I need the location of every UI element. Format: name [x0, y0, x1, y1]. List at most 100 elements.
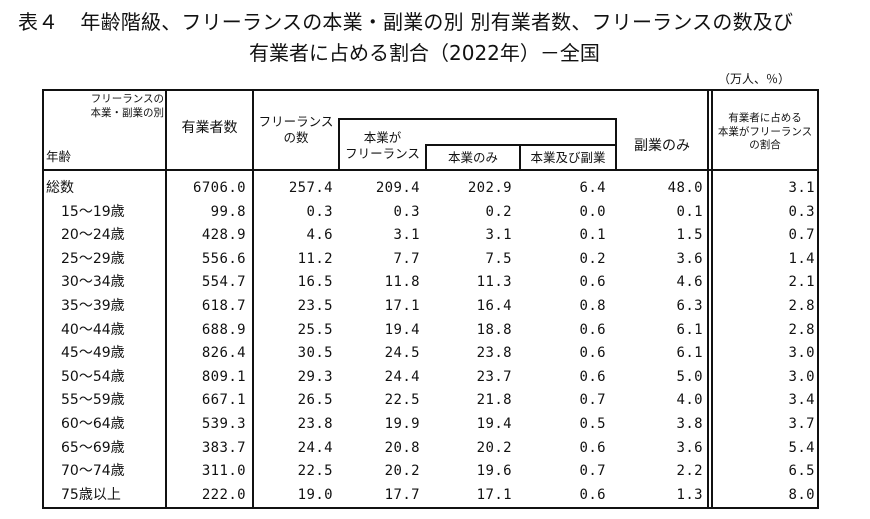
cell-main: 11.8	[384, 274, 420, 291]
age-label: 55～59歳	[61, 392, 125, 409]
cell-freelance: 0.3	[306, 203, 333, 220]
age-label: 45～49歳	[61, 345, 125, 362]
table-title-text: 年齢階級、フリーランスの本業・副業の別 別有業者数、フリーランスの数及び	[80, 10, 794, 34]
age-label: 40～44歳	[61, 321, 125, 338]
col-divider-1	[165, 89, 167, 509]
cell-main-only: 3.1	[485, 227, 512, 244]
header-employed: 有業者数	[181, 120, 238, 136]
cell-side-only: 3.8	[676, 416, 703, 432]
cell-side-only: 48.0	[667, 180, 703, 196]
table-row: 30～34歳 554.7 16.5 11.8 11.3 0.6 4.6 2.1	[0, 271, 870, 294]
header-freelance-count: フリーランス の数	[254, 114, 338, 147]
cell-ratio: 2.8	[788, 298, 815, 314]
cell-employed: 311.0	[201, 463, 246, 480]
cell-freelance: 23.5	[297, 298, 333, 314]
cell-side-only: 2.2	[676, 463, 703, 480]
cell-main: 17.1	[384, 298, 420, 314]
cell-main-side: 0.6	[579, 486, 606, 503]
cell-main: 24.5	[384, 345, 420, 362]
cell-side-only: 6.3	[676, 298, 703, 314]
col-divider-2	[252, 89, 254, 509]
cell-main-side: 0.6	[579, 345, 606, 362]
header-main-and-side: 本業及び副業	[530, 150, 606, 165]
double-divider-b	[711, 89, 713, 509]
age-label: 70～74歳	[61, 463, 125, 480]
age-label: 総数	[46, 180, 74, 196]
age-label: 50～54歳	[61, 368, 125, 385]
cell-side-only: 5.0	[676, 368, 703, 385]
cell-employed: 99.8	[210, 203, 246, 220]
cell-main: 7.7	[393, 250, 420, 267]
cell-main-side: 0.6	[579, 439, 606, 456]
cell-main-only: 19.6	[476, 463, 512, 480]
cell-freelance: 26.5	[297, 392, 333, 409]
cell-employed: 809.1	[201, 368, 246, 385]
table-bottom-border	[42, 507, 819, 509]
corner-header-age: 年齢	[46, 149, 72, 164]
cell-ratio: 1.4	[788, 250, 815, 267]
cell-main-side: 0.6	[579, 274, 606, 291]
cell-freelance: 19.0	[297, 486, 333, 503]
table-row: 35～39歳 618.7 23.5 17.1 16.4 0.8 6.3 2.8	[0, 295, 870, 318]
age-label: 30～34歳	[61, 274, 125, 291]
cell-main-only: 202.9	[467, 180, 512, 196]
table-row: 65～69歳 383.7 24.4 20.8 20.2 0.6 3.6 5.4	[0, 437, 870, 460]
cell-main-side: 0.7	[579, 392, 606, 409]
cell-employed: 428.9	[201, 227, 246, 244]
cell-ratio: 3.4	[788, 392, 815, 409]
corner-header-line2: 本業・副業の別	[90, 106, 165, 119]
cell-ratio: 8.0	[788, 486, 815, 503]
subheader-top-line	[338, 118, 616, 120]
table-row: 20～24歳 428.9 4.6 3.1 3.1 0.1 1.5 0.7	[0, 224, 870, 247]
cell-main: 0.3	[393, 203, 420, 220]
cell-freelance: 11.2	[297, 250, 333, 267]
cell-side-only: 0.1	[676, 203, 703, 220]
header-main-freelance-line2: フリーランス	[345, 146, 420, 162]
cell-employed: 556.6	[201, 250, 246, 267]
cell-ratio: 3.7	[788, 416, 815, 432]
col-divider-3	[338, 118, 340, 170]
cell-employed: 539.3	[201, 416, 246, 432]
cell-main-side: 6.4	[579, 180, 606, 196]
cell-main-only: 17.1	[476, 486, 512, 503]
cell-employed: 6706.0	[193, 180, 246, 196]
cell-employed: 826.4	[201, 345, 246, 362]
cell-employed: 222.0	[201, 486, 246, 503]
age-label: 20～24歳	[61, 227, 125, 244]
col-divider-4	[425, 144, 427, 170]
cell-main-side: 0.6	[579, 368, 606, 385]
cell-freelance: 29.3	[297, 368, 333, 385]
cell-employed: 618.7	[201, 298, 246, 314]
cell-main-side: 0.2	[579, 250, 606, 267]
cell-main-only: 7.5	[485, 250, 512, 267]
cell-main: 17.7	[384, 486, 420, 503]
table-row: 70～74歳 311.0 22.5 20.2 19.6 0.7 2.2 6.5	[0, 460, 870, 483]
cell-main-only: 23.7	[476, 368, 512, 385]
cell-side-only: 6.1	[676, 345, 703, 362]
cell-main: 19.4	[384, 321, 420, 338]
age-label: 15～19歳	[61, 203, 125, 220]
header-freelance-count-line1: フリーランス	[258, 114, 334, 129]
table-right-border	[817, 89, 819, 509]
cell-main-only: 16.4	[476, 298, 512, 314]
table-title-line1: 表４ 年齢階級、フリーランスの本業・副業の別 別有業者数、フリーランスの数及び	[18, 6, 793, 35]
header-side-only: 副業のみ	[634, 138, 690, 154]
age-label: 65～69歳	[61, 439, 125, 456]
cell-main-side: 0.6	[579, 321, 606, 338]
corner-header-category: フリーランスの 本業・副業の別	[46, 93, 165, 120]
table-row: 40～44歳 688.9 25.5 19.4 18.8 0.6 6.1 2.8	[0, 319, 870, 342]
cell-employed: 688.9	[201, 321, 246, 338]
cell-ratio: 3.0	[788, 368, 815, 385]
cell-main-side: 0.7	[579, 463, 606, 480]
header-main-freelance: 本業が フリーランス	[340, 130, 425, 163]
cell-main-side: 0.1	[579, 227, 606, 244]
cell-main-side: 0.8	[579, 298, 606, 314]
header-main-only: 本業のみ	[447, 150, 498, 165]
cell-freelance: 23.8	[297, 416, 333, 432]
cell-side-only: 3.6	[676, 439, 703, 456]
corner-header-line1: フリーランスの	[90, 93, 164, 105]
col-divider-6	[615, 118, 617, 170]
table-left-border	[42, 89, 44, 509]
cell-main: 3.1	[393, 227, 420, 244]
cell-main-only: 23.8	[476, 345, 512, 362]
